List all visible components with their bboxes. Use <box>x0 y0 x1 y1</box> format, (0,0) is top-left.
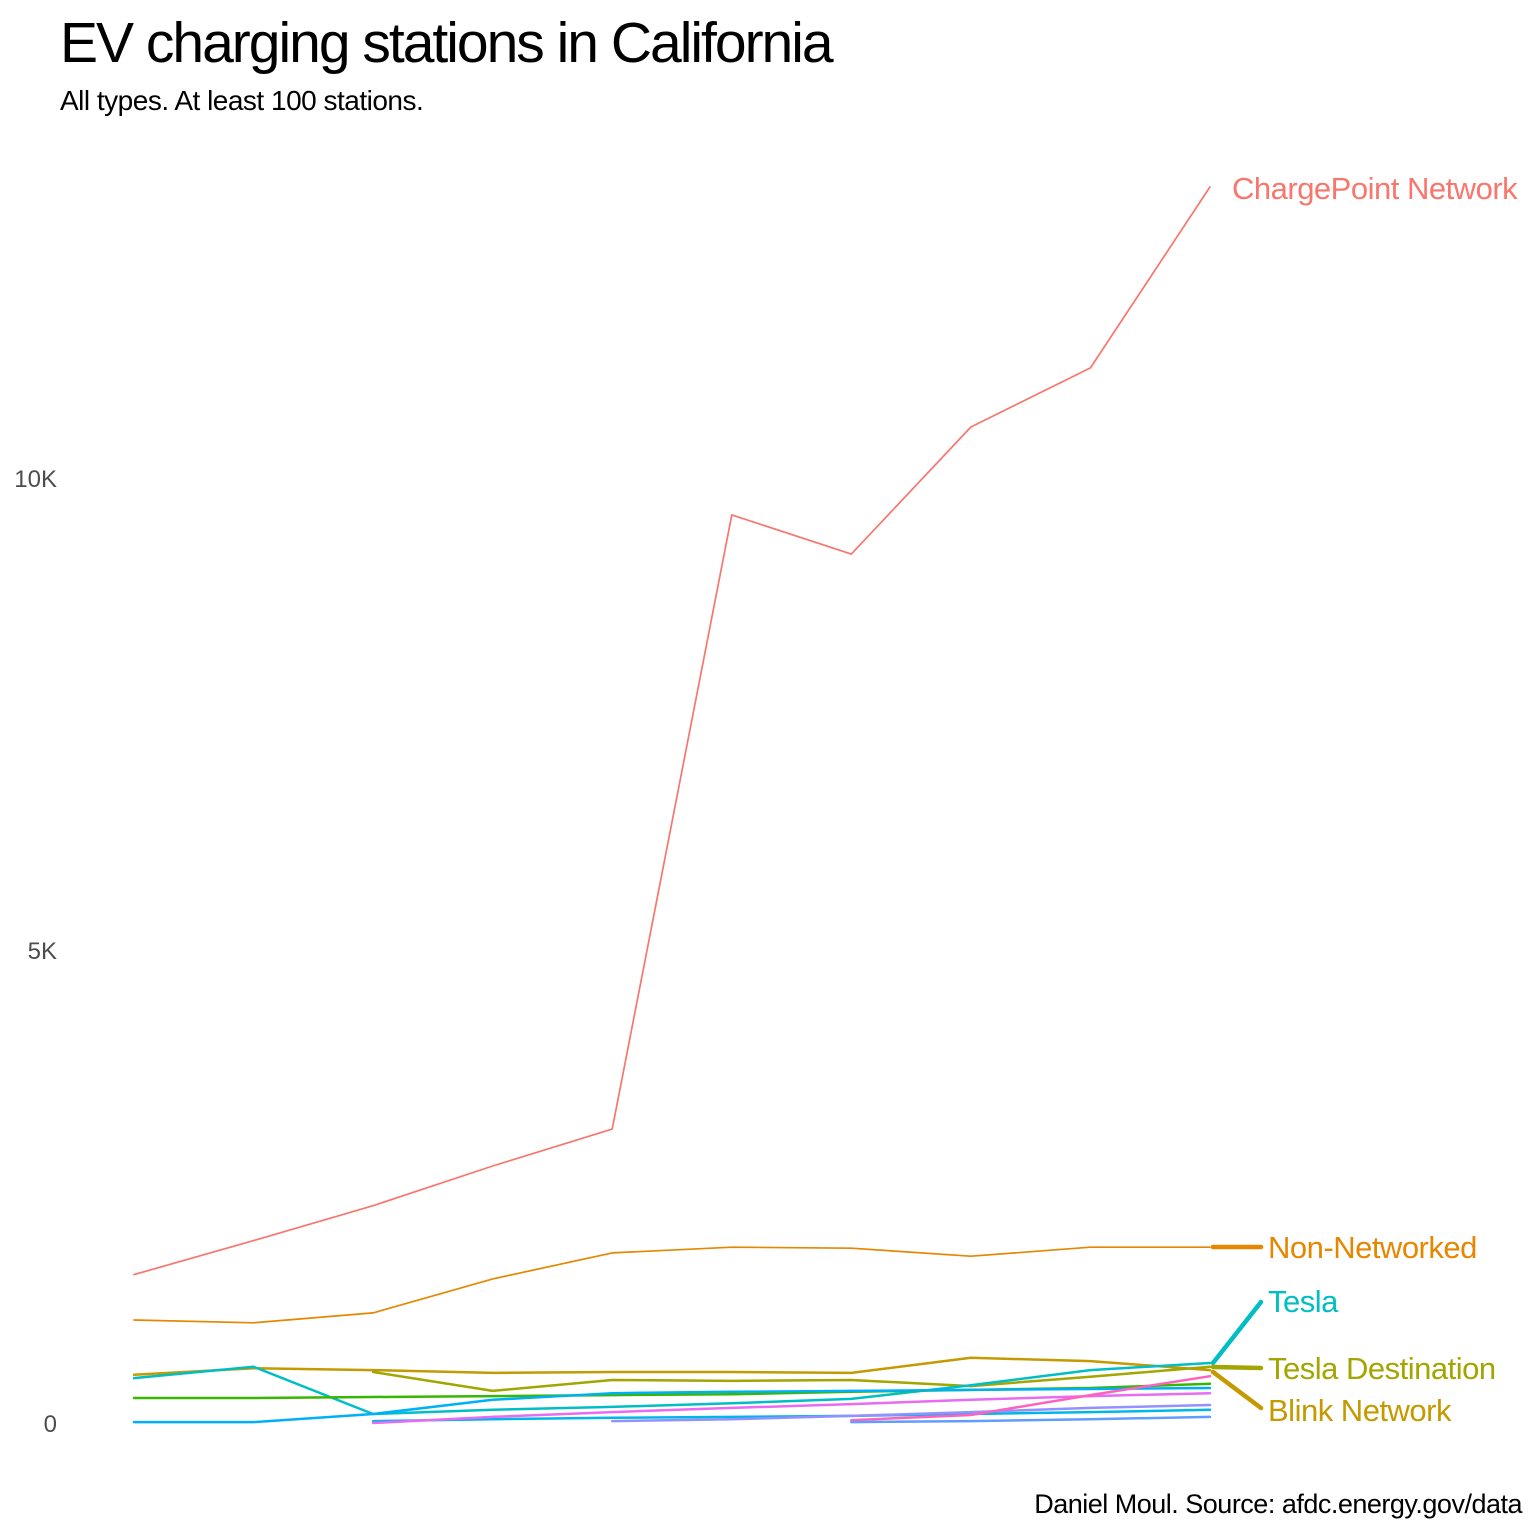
series-line-non-networked <box>133 1246 1211 1324</box>
series-line-unlabeled-blueviolet <box>850 1415 1212 1424</box>
series-line-unlabeled-violet <box>610 1403 1212 1423</box>
y-tick-10k: 10K <box>14 466 57 493</box>
series-line-unlabeled-green <box>132 1382 1212 1400</box>
label-leader-blink <box>1210 1369 1264 1411</box>
series-label-tesla-destination: Tesla Destination <box>1268 1351 1496 1386</box>
chart-subtitle: All types. At least 100 stations. <box>60 85 423 116</box>
y-tick-5k: 5K <box>28 938 57 965</box>
series-line-chargepoint <box>133 186 1211 1276</box>
y-tick-0: 0 <box>44 1411 57 1438</box>
series-line-unlabeled-pink <box>850 1374 1212 1422</box>
chart-caption: Daniel Moul. Source: afdc.energy.gov/dat… <box>1034 1489 1523 1519</box>
label-leader-tesla-destination <box>1210 1364 1264 1371</box>
series-line-tesla-destination <box>371 1365 1212 1393</box>
series-line-tesla <box>132 1361 1212 1416</box>
direct-label-layer: ChargePoint Network Non-Networked Tesla Tes… <box>1210 171 1519 1428</box>
series-line-unlabeled-orchid <box>371 1391 1212 1425</box>
series-label-blink: Blink Network <box>1268 1393 1452 1428</box>
series-label-chargepoint: ChargePoint Network <box>1232 171 1518 206</box>
series-label-tesla: Tesla <box>1268 1284 1339 1319</box>
chart-title: EV charging stations in California <box>60 11 834 75</box>
series-line-unlabeled-lightblue <box>132 1386 1212 1424</box>
series-label-non-networked: Non-Networked <box>1268 1230 1477 1265</box>
label-leader-tesla <box>1210 1299 1264 1366</box>
series-layer <box>132 186 1212 1425</box>
series-line-blink <box>132 1356 1212 1377</box>
